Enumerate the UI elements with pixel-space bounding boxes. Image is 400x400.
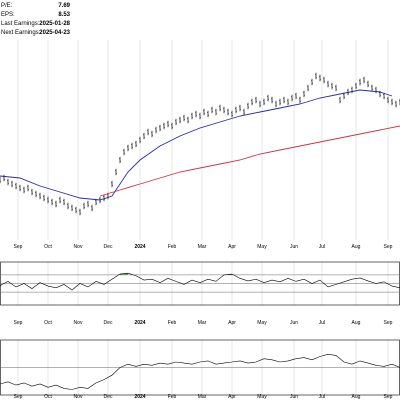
x-tick-label-row2-3: Dec — [104, 394, 113, 400]
info-last-earnings-label: Last Earnings: — [1, 21, 40, 27]
x-tick-label-row0-3: Dec — [104, 244, 113, 250]
x-tick-label-row0-10: Jul — [319, 244, 325, 250]
x-tick-label-row1-3: Dec — [104, 320, 113, 326]
x-tick-label-row2-1: Oct — [44, 394, 52, 400]
info-last-earnings-value: 2025-01-28 — [39, 21, 70, 27]
info-next-earnings-value: 2025-04-23 — [39, 30, 70, 36]
info-pe-value: 7.69 — [58, 3, 70, 9]
x-tick-label-row0-4: 2024 — [134, 244, 145, 250]
x-tick-label-row2-4: 2024 — [134, 394, 145, 400]
info-next-earnings-label: Next Earnings: — [1, 30, 41, 36]
x-tick-label-row2-0: Sep — [14, 394, 23, 400]
info-eps-value: 8.53 — [58, 12, 70, 18]
x-tick-label-row0-2: Nov — [74, 244, 83, 250]
x-tick-label-row0-7: Apr — [228, 244, 236, 250]
x-tick-label-row0-0: Sep — [14, 244, 23, 250]
info-pe-label: P/E: — [1, 3, 13, 9]
x-tick-label-row2-11: Aug — [352, 394, 361, 400]
x-tick-label-row2-5: Feb — [168, 394, 177, 400]
info-box: P/E: 7.69 EPS: 8.53 Last Earnings: 2025-… — [1, 3, 71, 36]
x-tick-label-row1-11: Aug — [352, 320, 361, 326]
x-tick-label-row1-1: Oct — [44, 320, 52, 326]
info-eps-label: EPS: — [1, 12, 15, 18]
x-tick-label-row2-12: Sep — [384, 394, 393, 400]
series-rsi — [0, 272, 400, 291]
x-tick-label-row1-7: Apr — [228, 320, 236, 326]
x-tick-label-row2-7: Apr — [228, 394, 236, 400]
series-ma_long — [99, 125, 400, 197]
x-tick-label-row0-1: Oct — [44, 244, 52, 250]
price-panel — [0, 40, 400, 240]
x-tick-label-row1-5: Feb — [168, 320, 177, 326]
x-tick-label-row0-11: Aug — [352, 244, 361, 250]
x-tick-label-row1-0: Sep — [14, 320, 23, 326]
x-tick-label-row0-8: May — [257, 244, 267, 250]
x-axis-labels: Sep Oct Nov Dec 2024 Feb Mar Apr May Jun Jul Aug Sep… — [14, 244, 393, 400]
x-tick-label-row0-12: Sep — [384, 244, 393, 250]
x-tick-label-row1-10: Jul — [319, 320, 325, 326]
x-tick-label-row1-8: May — [257, 320, 267, 326]
x-tick-label-row2-10: Jul — [319, 394, 325, 400]
x-tick-label-row0-6: Mar — [198, 244, 207, 250]
x-tick-label-row2-6: Mar — [198, 394, 207, 400]
x-tick-label-row2-8: May — [257, 394, 267, 400]
x-tick-label-row1-2: Nov — [74, 320, 83, 326]
x-tick-label-row1-9: Jun — [290, 320, 298, 326]
series-ma_short — [0, 89, 393, 201]
x-tick-label-row1-12: Sep — [384, 320, 393, 326]
x-tick-label-row1-6: Mar — [198, 320, 207, 326]
x-tick-label-row0-9: Jun — [290, 244, 298, 250]
x-tick-label-row2-2: Nov — [74, 394, 83, 400]
x-tick-label-row1-4: 2024 — [134, 320, 145, 326]
x-tick-label-row0-5: Feb — [168, 244, 177, 250]
series-osc — [0, 353, 400, 390]
indicator2-panel — [0, 339, 400, 396]
x-tick-label-row2-9: Jun — [290, 394, 298, 400]
